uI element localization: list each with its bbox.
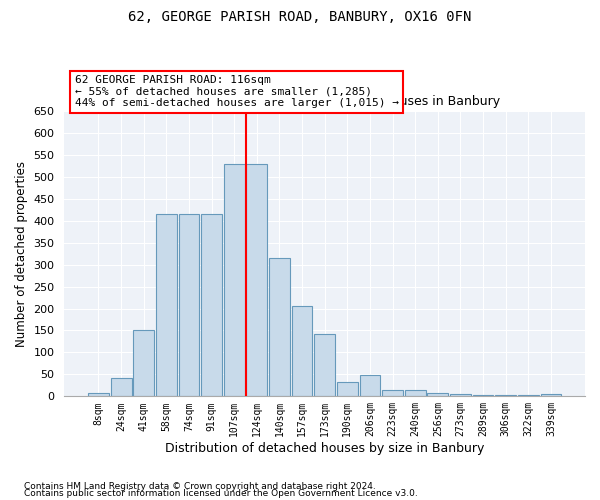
Bar — [156, 214, 177, 396]
Bar — [224, 164, 245, 396]
Bar — [269, 258, 290, 396]
Bar — [382, 390, 403, 396]
Bar — [450, 394, 471, 396]
Bar — [541, 394, 562, 396]
Bar — [247, 164, 267, 396]
Bar — [201, 214, 222, 396]
Text: Contains HM Land Registry data © Crown copyright and database right 2024.: Contains HM Land Registry data © Crown c… — [24, 482, 376, 491]
Bar — [88, 393, 109, 396]
Text: 62, GEORGE PARISH ROAD, BANBURY, OX16 0FN: 62, GEORGE PARISH ROAD, BANBURY, OX16 0F… — [128, 10, 472, 24]
Bar — [314, 334, 335, 396]
Bar — [292, 306, 313, 396]
Text: 62 GEORGE PARISH ROAD: 116sqm
← 55% of detached houses are smaller (1,285)
44% o: 62 GEORGE PARISH ROAD: 116sqm ← 55% of d… — [75, 75, 399, 108]
Text: Contains public sector information licensed under the Open Government Licence v3: Contains public sector information licen… — [24, 489, 418, 498]
Bar — [110, 378, 131, 396]
Bar — [179, 214, 199, 396]
Y-axis label: Number of detached properties: Number of detached properties — [15, 160, 28, 346]
Bar — [405, 390, 425, 396]
Bar — [359, 376, 380, 396]
Title: Size of property relative to detached houses in Banbury: Size of property relative to detached ho… — [149, 96, 500, 108]
Bar — [427, 393, 448, 396]
Bar — [337, 382, 358, 396]
Bar — [133, 330, 154, 396]
X-axis label: Distribution of detached houses by size in Banbury: Distribution of detached houses by size … — [165, 442, 484, 455]
